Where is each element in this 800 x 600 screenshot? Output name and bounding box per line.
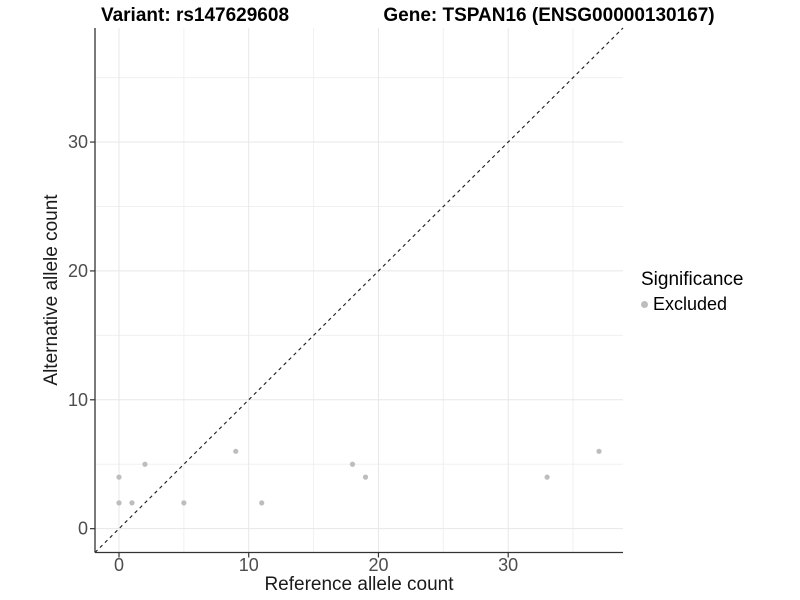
legend-title: Significance	[641, 269, 744, 290]
data-point	[129, 500, 135, 506]
legend: Significance Excluded	[641, 269, 743, 315]
legend-item-excluded: Excluded	[641, 294, 743, 315]
data-point	[116, 474, 122, 480]
x-axis-title: Reference allele count	[264, 574, 454, 595]
gene-title: Gene: TSPAN16 (ENSG00000130167)	[383, 5, 715, 26]
data-point	[181, 500, 187, 506]
x-tick-label: 30	[498, 555, 518, 575]
data-point	[142, 461, 148, 467]
x-tick-label: 20	[368, 555, 388, 575]
data-point	[362, 474, 369, 480]
y-tick-label: 10	[68, 390, 88, 410]
y-tick-label: 20	[68, 261, 88, 281]
legend-item-label: Excluded	[653, 294, 728, 314]
y-tick-label: 30	[68, 132, 88, 152]
x-tick-label: 10	[239, 555, 259, 575]
excluded-point-icon	[641, 301, 648, 308]
x-tick-label: 0	[114, 555, 124, 575]
variant-title: Variant: rs147629608	[100, 5, 290, 26]
data-point	[596, 448, 602, 454]
identity-dashed-line	[94, 27, 624, 553]
data-point	[349, 461, 356, 467]
data-point	[544, 474, 550, 480]
data-point	[259, 500, 265, 506]
data-point	[116, 500, 122, 506]
y-tick-label: 0	[78, 519, 88, 539]
data-point	[233, 448, 239, 454]
y-axis-title: Alternative allele count	[41, 194, 62, 386]
